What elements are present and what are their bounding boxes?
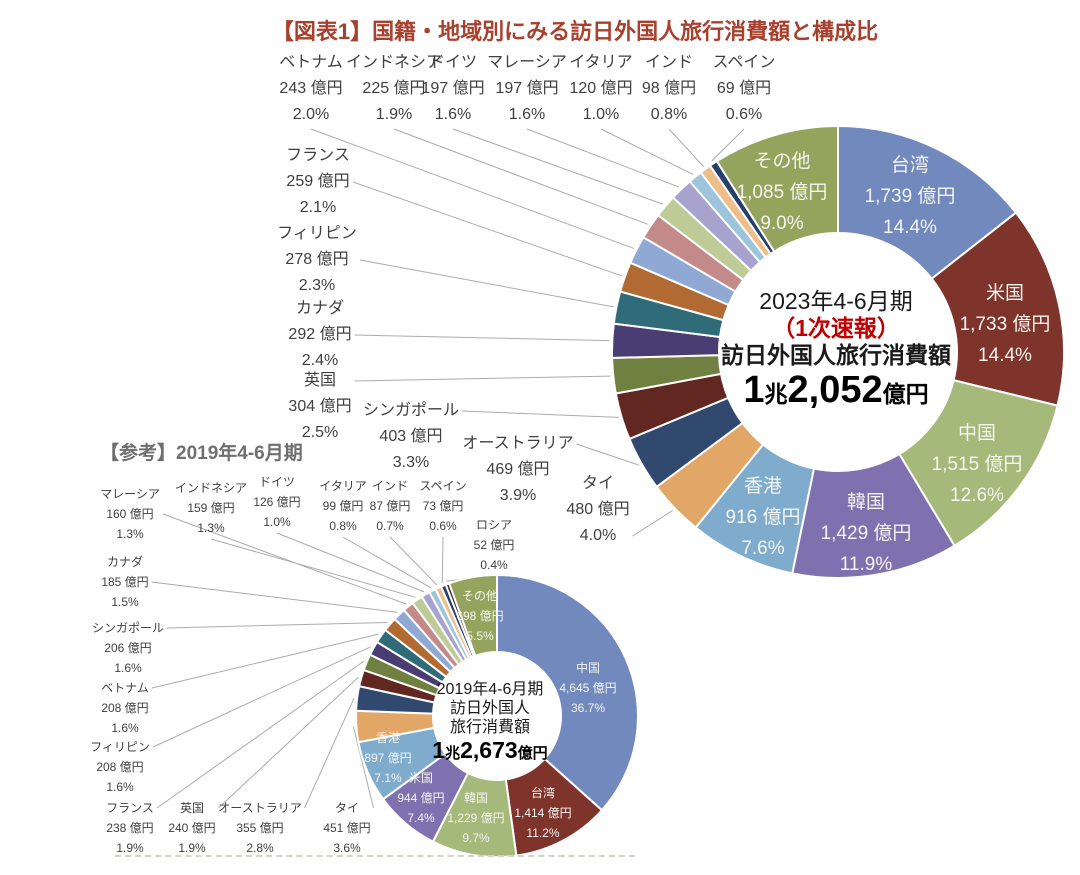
leader-line-英国 xyxy=(218,676,359,809)
leader-line-インドネシア xyxy=(210,538,416,598)
leader-line-フランス xyxy=(156,660,365,809)
leader-line-フィリピン xyxy=(152,646,371,748)
pie-slice-その他 xyxy=(447,573,498,658)
dashed-separator xyxy=(115,855,635,857)
reference-period-label: 【参考】2019年4-6月期 xyxy=(100,443,303,464)
leader-line-ベトナム xyxy=(151,633,379,689)
leader-line-マレーシア xyxy=(526,128,680,188)
leader-line-イタリア xyxy=(342,536,432,589)
leader-line-カナダ xyxy=(151,581,398,613)
leader-line-スペイン xyxy=(711,128,745,162)
leader-line-カナダ xyxy=(354,334,610,342)
leader-line-シンガポール xyxy=(461,410,619,418)
leader-line-オーストラリア xyxy=(576,443,640,466)
leader-line-インドネシア xyxy=(393,128,649,225)
leader-line-マレーシア xyxy=(162,513,407,605)
pie-slice-その他 xyxy=(715,124,839,253)
leader-line-フィリピン xyxy=(359,259,614,308)
leader-line-インド xyxy=(389,536,438,586)
leader-line-スペイン xyxy=(441,536,444,583)
leader-line-フランス xyxy=(352,181,623,277)
leader-line-タイ xyxy=(632,510,673,537)
pie-slice-中国 xyxy=(496,573,639,812)
leader-line-ドイツ xyxy=(452,128,664,205)
leader-line-インド xyxy=(668,128,704,167)
chart-title: 【図表1】国籍・地域別にみる訪日外国人旅行消費額と構成比 xyxy=(271,19,879,44)
leader-line-シンガポール xyxy=(166,621,388,629)
leader-line-英国 xyxy=(354,375,611,382)
leader-line-タイ xyxy=(352,726,374,809)
leader-line-ドイツ xyxy=(276,532,425,593)
pie-slice-台湾 xyxy=(837,124,1018,281)
pie-slice-米国 xyxy=(930,211,1065,407)
leader-line-イタリア xyxy=(600,128,694,175)
leader-line-オーストラリア xyxy=(304,697,355,809)
leader-line-ベトナム xyxy=(310,128,634,249)
